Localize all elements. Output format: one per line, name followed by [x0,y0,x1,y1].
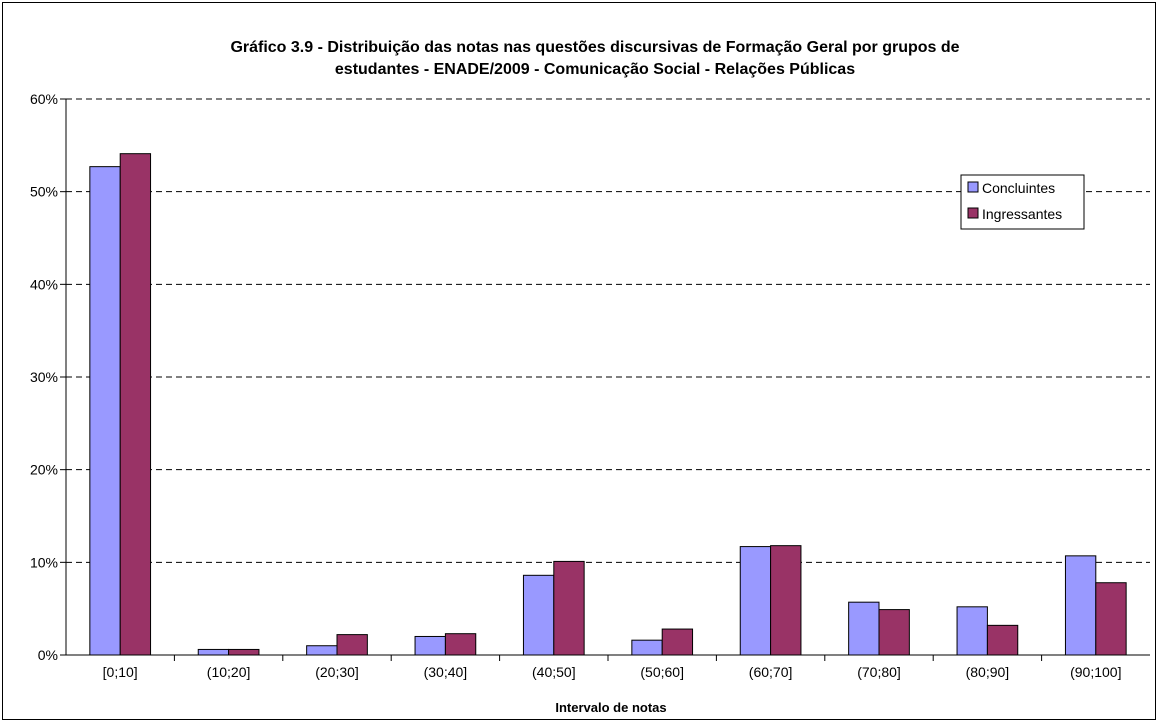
bar-concluintes-2 [306,645,338,656]
bar-concluintes-1 [197,648,230,656]
bar-concluintes-4 [522,574,555,656]
x-tick-label: (30;40] [424,664,468,680]
x-tick-label: (10;20] [207,664,251,680]
bar-concluintes-7 [848,601,880,656]
bar-concluintes-9 [1064,555,1097,656]
legend: Concluintes Ingressantes [960,174,1085,230]
bar-ingressantes-1 [228,648,260,656]
y-tick-label: 30% [30,369,58,385]
axes [60,98,1150,661]
x-tick-label: (60;70] [749,664,793,680]
y-tick-label: 40% [30,276,58,292]
x-tick-label: (50;60] [640,664,684,680]
legend-swatch-concluintes [967,181,979,193]
legend-label-ingressantes: Ingressantes [982,206,1062,222]
x-tick-label: [0;10] [103,664,138,680]
bar-ingressantes-3 [444,633,477,656]
chart-title-line-2: estudantes - ENADE/2009 - Comunicação So… [335,61,855,78]
x-tick-label: (80;90] [966,664,1010,680]
bar-ingressantes-8 [986,624,1019,656]
y-tick-label: 60% [30,91,58,107]
legend-label-concluintes: Concluintes [982,180,1055,196]
y-tick-label: 10% [30,554,58,570]
bar-ingressantes-9 [1095,582,1127,656]
bar-ingressantes-4 [553,560,585,656]
legend-swatch-ingressantes [967,207,979,219]
x-tick-label: (20;30] [315,664,359,680]
bar-ingressantes-0 [119,153,152,656]
y-tick-label: 0% [38,647,58,663]
bar-concluintes-8 [956,606,988,656]
bar-ingressantes-2 [336,634,368,656]
y-tick-label: 20% [30,462,58,478]
chart-title-line-1: Gráfico 3.9 - Distribuição das notas nas… [230,39,959,56]
bar-ingressantes-7 [878,609,910,656]
legend-box [960,174,1085,230]
gridlines [66,98,1150,563]
bar-concluintes-5 [631,639,663,656]
bars [89,153,1127,656]
bar-ingressantes-5 [661,628,694,656]
x-tick-label: (90;100] [1070,664,1121,680]
y-tick-label: 50% [30,184,58,200]
bar-concluintes-3 [414,635,446,656]
bar-concluintes-0 [89,166,121,656]
bar-ingressantes-6 [770,545,802,656]
x-tick-label: (70;80] [857,664,901,680]
x-tick-label: (40;50] [532,664,576,680]
bar-concluintes-6 [739,546,772,656]
tick-labels: 0% 10% 20% 30% 40% 50% 60% [0;10] (10;20] (20;30]… [30,91,1122,680]
x-axis-title: Intervalo de notas [555,700,666,715]
